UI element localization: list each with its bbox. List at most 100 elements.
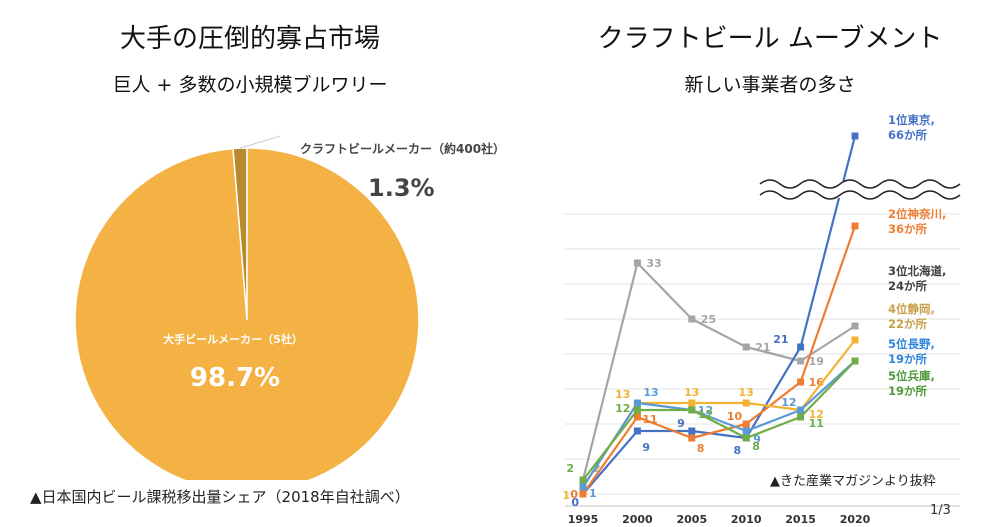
data-label: 33 [646,257,661,270]
page-number: 1/3 [930,503,951,518]
data-point [633,427,641,435]
data-label: 12 [781,396,796,409]
data-point [579,476,587,484]
data-point [742,399,750,407]
line-chart-subtitle: 新しい事業者の多さ [684,74,856,96]
pie-slices [74,147,420,480]
data-point [851,357,859,365]
data-label: 13 [739,386,754,399]
series-line [582,360,856,488]
data-point [851,132,859,140]
data-point [797,378,805,386]
data-label: 19 [809,355,824,368]
series-end-label: 19か所 [888,352,928,366]
data-label: 21 [773,333,788,346]
data-point [851,222,859,230]
data-point [742,427,750,435]
data-label: 13 [615,388,630,401]
data-point [633,406,641,414]
data-point [633,259,641,267]
data-label: 12 [698,408,713,421]
data-label: 21 [755,341,770,354]
data-point [797,406,805,414]
data-point [688,406,696,414]
major-slice-value: 98.7% [190,363,280,393]
data-label: 0 [571,496,579,509]
craft-slice-label: クラフトビールメーカー（約400社） [300,141,505,156]
axis-break-wave [759,190,961,200]
data-label: 8 [752,440,760,453]
line-x-axis: 1995 2000 2005 2010 2015 2020 [565,505,960,526]
data-label: 12 [809,408,824,421]
data-point [797,343,805,351]
data-label: 1 [562,489,570,502]
data-label: 13 [643,386,658,399]
x-tick-label: 2015 [785,513,816,526]
pie-chart-title: 大手の圧倒的寡占市場 [119,24,380,54]
data-label: 11 [809,417,824,430]
series-line [582,225,857,495]
axis-break-gap [758,181,962,198]
data-point [851,336,859,344]
series-end-label: 5位長野, [888,337,935,351]
axis-break-wave [759,179,961,189]
data-point [742,434,750,442]
data-point [742,420,750,428]
series-end-label: 3位北海道, [888,264,946,278]
pie-chart: クラフトビールメーカー（約400社） 1.3% 大手ビールメーカー（5社） 98… [74,135,505,480]
data-label: 9 [753,433,761,446]
data-point [742,343,750,351]
data-label: 12 [615,402,630,415]
data-label: 12 [698,404,713,417]
line-chart-title: クラフトビール ムーブメント [597,24,943,54]
x-tick-label: 1995 [568,513,599,526]
series-end-label: 24か所 [888,279,928,293]
data-point [579,490,587,498]
series-end-label: 22か所 [888,317,928,331]
data-label: 2 [566,462,574,475]
data-point [688,399,696,407]
x-tick-label: 2010 [731,513,762,526]
data-label: 13 [684,386,699,399]
data-label: 25 [701,313,716,326]
data-label: 9 [677,417,685,430]
data-label: 8 [697,442,705,455]
series-line [582,135,857,495]
axis-break-mark [758,179,962,200]
data-label: 2 [593,462,601,475]
x-tick-label: 2020 [840,513,871,526]
data-point [579,483,587,491]
x-tick-label: 2005 [676,513,707,526]
data-point [688,427,696,435]
data-point [688,434,696,442]
data-label: 10 [727,410,743,423]
series-end-label: 19か所 [888,384,928,398]
series-end-label: 1位東京, [888,113,935,127]
series-end-label: 66か所 [888,128,928,142]
major-brewers-slice [74,147,420,480]
data-label: 9 [642,441,650,454]
pie-chart-subtitle: 巨人 + 多数の小規模ブルワリー [112,74,388,96]
series-end-label: 2位神奈川, [888,207,946,221]
data-point [797,357,805,365]
line-source-note: ▲きた産業マガジンより抜粋 [770,474,936,489]
pie-source-note: ▲日本国内ビール課税移出量シェア（2018年自社調べ） [30,488,410,506]
craft-leader-line [239,135,281,149]
data-point [797,413,805,421]
data-label: 0 [570,488,578,501]
craft-slice-value: 1.3% [368,174,435,202]
series-line [582,360,856,481]
data-label: 11 [642,413,657,426]
data-point [633,399,641,407]
series-end-labels: 1位東京,66か所 2位神奈川,36か所 3位北海道,24か所 4位静岡,22か所 5位… [888,113,946,398]
data-point [633,413,641,421]
x-tick-label: 2000 [622,513,653,526]
data-point [688,315,696,323]
data-label: 1 [589,487,597,500]
data-label: 8 [734,444,742,457]
series-end-label: 36か所 [888,222,928,236]
series-end-label: 5位兵庫, [888,369,935,383]
series-end-label: 4位静岡, [888,302,935,316]
